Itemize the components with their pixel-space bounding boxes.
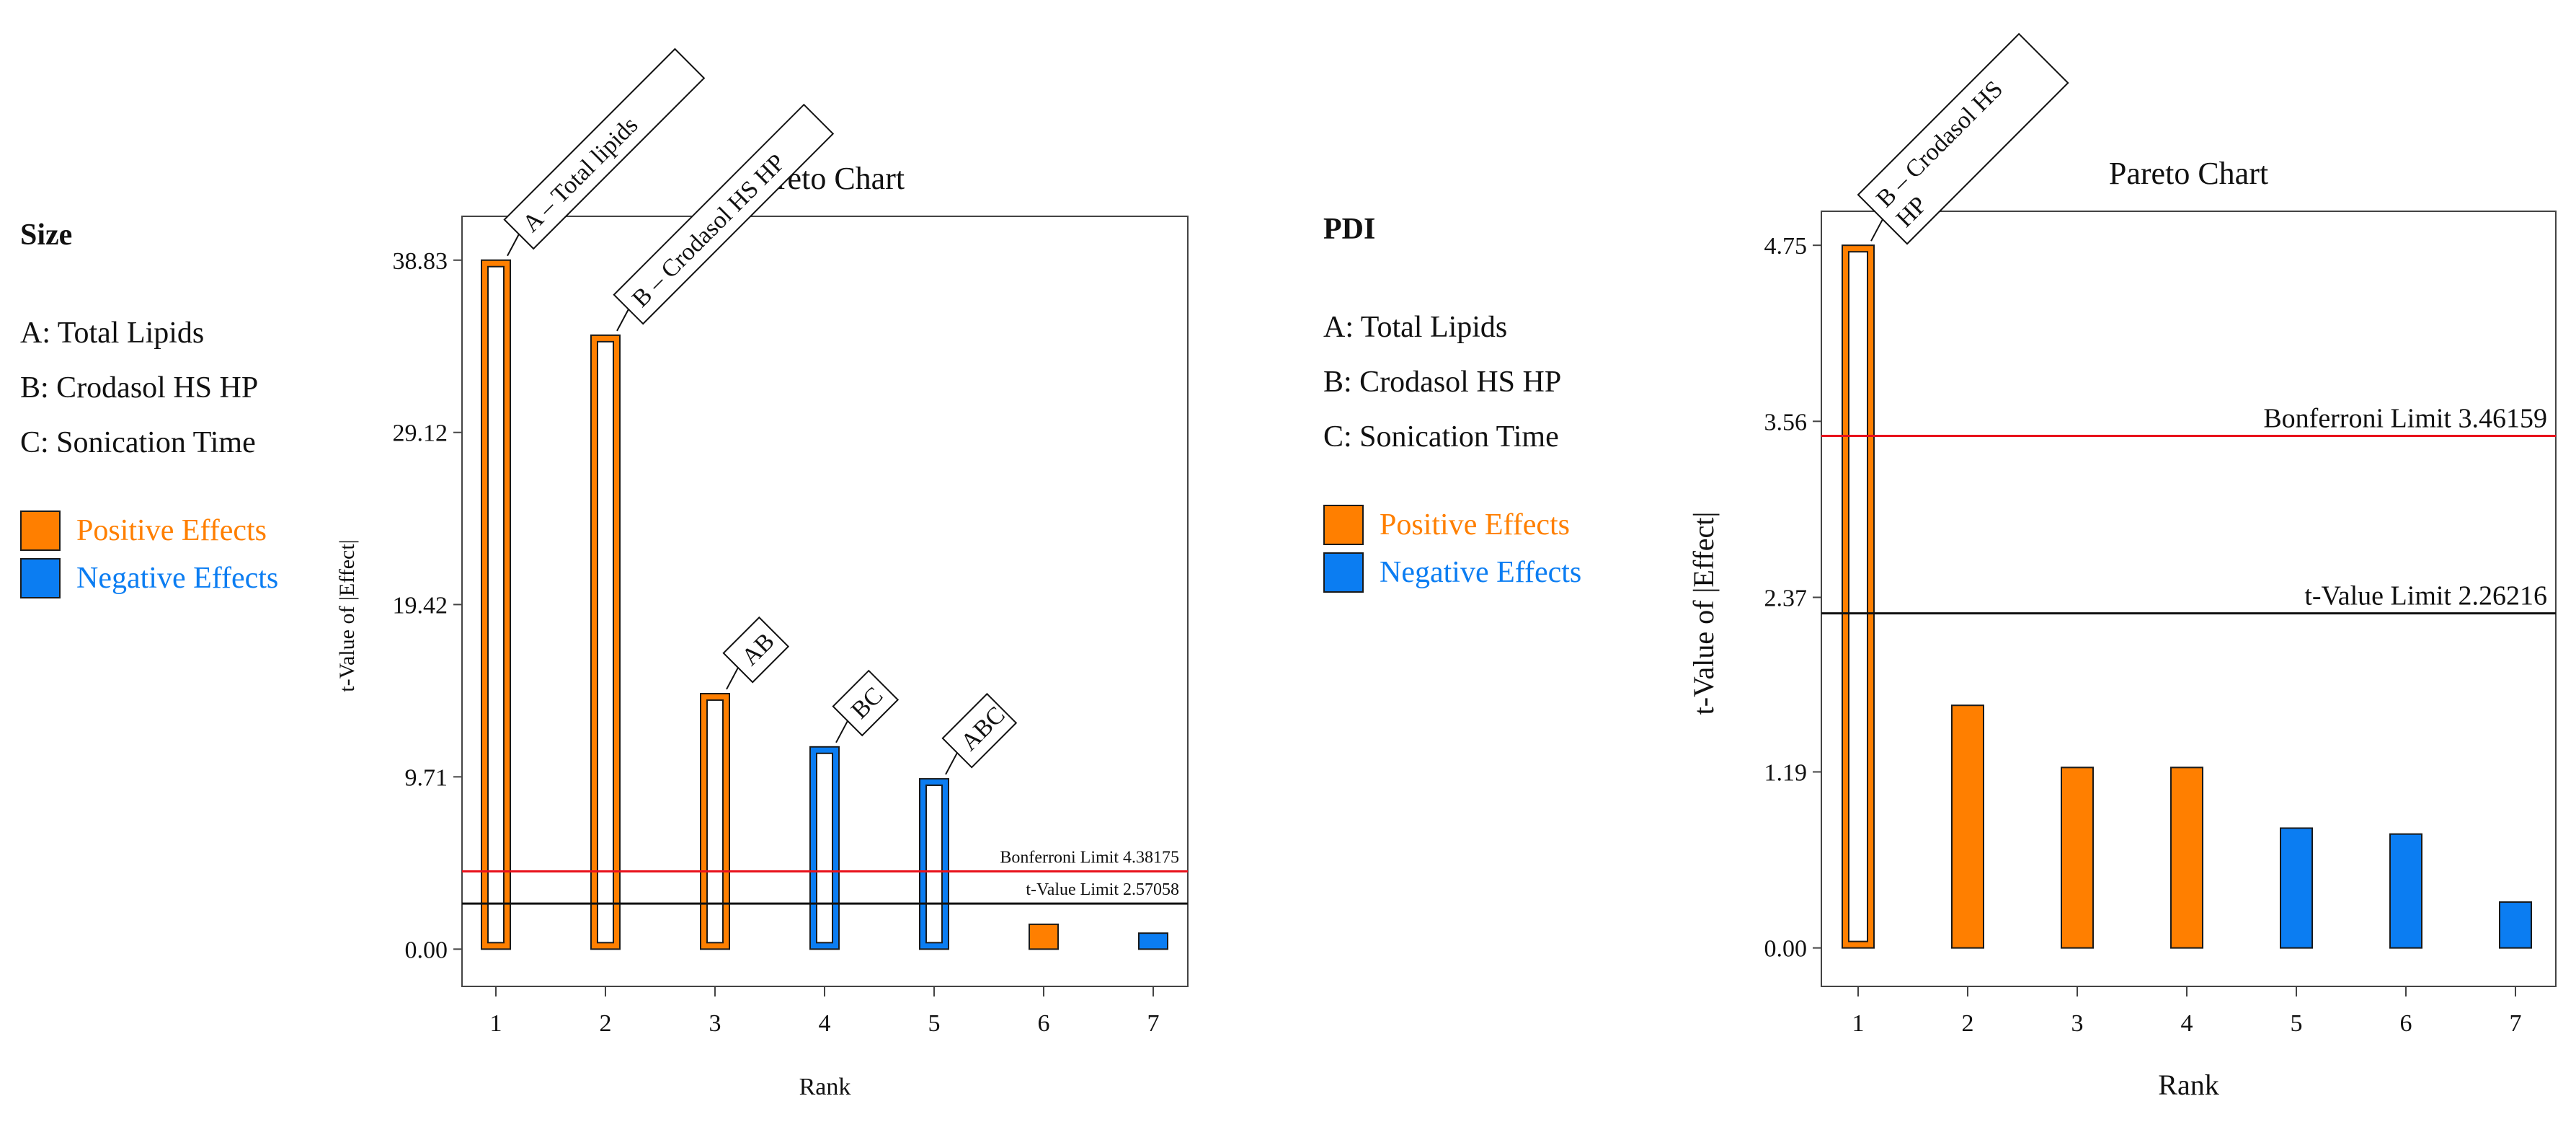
bar-rank-4: [2170, 766, 2203, 949]
bar-inner-highlight: [706, 699, 724, 944]
y-axis-label: t-Value of |Effect|: [1687, 512, 1720, 715]
x-tick-label: 7: [2510, 1010, 2522, 1037]
x-tick-label: 3: [709, 1010, 721, 1037]
negative-swatch: [20, 558, 61, 598]
y-tick-label: 1.19: [1764, 760, 1808, 787]
bar-rank-2: [1951, 704, 1984, 949]
size-panel-title: Size: [20, 218, 73, 252]
bar-label-4: BC: [832, 669, 900, 737]
negative-swatch: [1323, 552, 1364, 593]
bar-rank-7: [1138, 932, 1168, 950]
y-tick-label: 3.56: [1764, 409, 1808, 436]
bar-label-box: [1857, 32, 2069, 245]
chart-title: Pareto Chart: [2109, 156, 2268, 191]
y-tick-label: 4.75: [1764, 233, 1808, 260]
bar-rank-5: [2280, 827, 2313, 949]
y-tick-label: 19.42: [393, 592, 448, 619]
bar-rank-3: [2061, 766, 2094, 949]
x-tick-label: 6: [2400, 1010, 2412, 1037]
factor-c-label: C: Sonication Time: [20, 426, 256, 459]
x-tick-label: 4: [2181, 1010, 2193, 1037]
factor-b-label: B: Crodasol HS HP: [1323, 366, 1562, 399]
bar-label-leader: [726, 667, 739, 690]
x-tick-label: 2: [1962, 1010, 1974, 1037]
bar-inner-highlight: [487, 265, 505, 944]
t-value-limit-label: t-Value Limit 2.26216: [2304, 581, 2547, 611]
bar-label-box: [832, 669, 900, 737]
factor-a-label: A: Total Lipids: [20, 317, 205, 350]
bar-label-box: [503, 48, 706, 250]
bar-label-box: [722, 616, 790, 684]
positive-swatch: [20, 511, 61, 551]
x-tick-label: 3: [2071, 1010, 2084, 1037]
t-value-limit-label: t-Value Limit 2.57058: [1026, 880, 1179, 899]
bar-rank-6: [1029, 923, 1059, 950]
negative-effects-label: Negative Effects: [76, 562, 279, 595]
pdi-panel-title: PDI: [1323, 213, 1376, 246]
bonferroni-limit-label: Bonferroni Limit 3.46159: [2263, 404, 2547, 434]
size-legend-panel: Size A: Total Lipids B: Crodasol HS HP C…: [20, 218, 278, 606]
negative-effects-label: Negative Effects: [1380, 556, 1582, 589]
bar-inner-highlight: [1848, 251, 1868, 942]
x-tick-label: 6: [1038, 1010, 1050, 1037]
y-tick-label: 29.12: [393, 420, 448, 447]
x-axis-label: Rank: [799, 1074, 851, 1100]
legend-positive-effects: Positive Effects: [1323, 505, 1581, 545]
y-tick-label: 0.00: [405, 937, 448, 963]
bar-label-leader: [616, 309, 629, 332]
x-tick-label: 5: [2291, 1010, 2303, 1037]
bonferroni-limit-label: Bonferroni Limit 4.38175: [1000, 848, 1179, 867]
x-tick-label: 1: [1852, 1010, 1865, 1037]
factor-a-label: A: Total Lipids: [1323, 311, 1508, 344]
legend-negative-effects: Negative Effects: [1323, 552, 1581, 593]
factor-c-label: C: Sonication Time: [1323, 420, 1559, 454]
bar-label-leader: [1870, 218, 1883, 242]
y-tick-label: 2.37: [1764, 585, 1808, 611]
y-axis-label: t-Value of |Effect|: [335, 539, 359, 691]
factor-b-label: B: Crodasol HS HP: [20, 371, 259, 405]
y-tick-label: 9.71: [405, 764, 448, 791]
legend-positive-effects: Positive Effects: [20, 511, 278, 551]
plot-frame: [1821, 211, 2557, 987]
bar-label-leader: [507, 234, 520, 257]
x-axis-label: Rank: [2158, 1069, 2219, 1101]
pdi-legend-panel: PDI A: Total Lipids B: Crodasol HS HP C:…: [1323, 212, 1581, 600]
positive-effects-label: Positive Effects: [76, 514, 267, 547]
bar-rank-7: [2499, 901, 2532, 949]
bar-label-leader: [945, 752, 958, 775]
x-tick-label: 4: [819, 1010, 831, 1037]
y-tick-label: 38.83: [393, 248, 448, 275]
y-tick-label: 0.00: [1764, 936, 1808, 963]
bar-inner-highlight: [597, 340, 614, 944]
legend-negative-effects: Negative Effects: [20, 558, 278, 598]
positive-swatch: [1323, 505, 1364, 545]
x-tick-label: 1: [490, 1010, 502, 1037]
bar-label-box: [613, 103, 835, 325]
bar-label-box: [941, 692, 1018, 769]
bar-inner-highlight: [816, 752, 833, 944]
positive-effects-label: Positive Effects: [1380, 508, 1571, 542]
x-tick-label: 2: [600, 1010, 612, 1037]
bar-rank-6: [2389, 833, 2422, 949]
x-tick-label: 7: [1147, 1010, 1160, 1037]
x-tick-label: 5: [928, 1010, 941, 1037]
bar-label-leader: [835, 720, 848, 743]
